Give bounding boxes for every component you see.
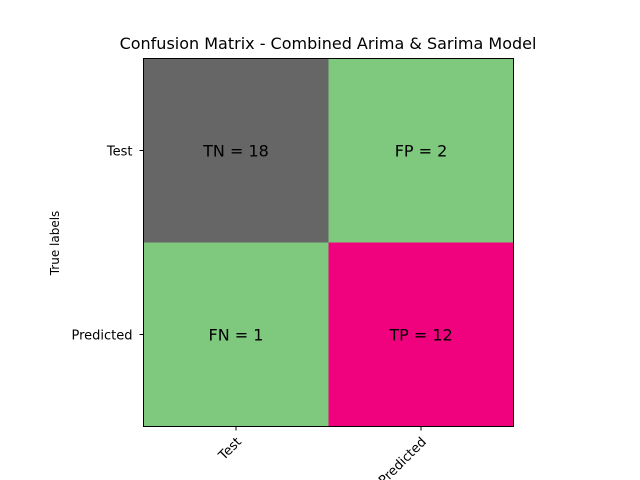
y-tick-label: Predicted [71,329,132,344]
cell-value-label: FP = 2 [395,142,448,161]
cell-value-label: TP = 12 [388,326,452,345]
y-axis-label: True labels [48,211,62,277]
cell-value-label: FN = 1 [209,326,264,345]
x-tick-label: Predicted [376,435,430,480]
x-tick-label: Test [215,435,244,464]
y-tick-label: Test [106,145,133,160]
matrix-cell [143,58,329,243]
matrix-cells: TN = 18 FP = 2 FN = 1 TP = 12 [143,58,514,427]
cell-value-label: TN = 18 [202,142,269,161]
matrix-cell [328,242,514,427]
matrix-cell [143,242,329,427]
chart-title: Confusion Matrix - Combined Arima & Sari… [120,34,537,53]
matrix-cell [328,58,514,243]
plot-frame [143,58,514,427]
